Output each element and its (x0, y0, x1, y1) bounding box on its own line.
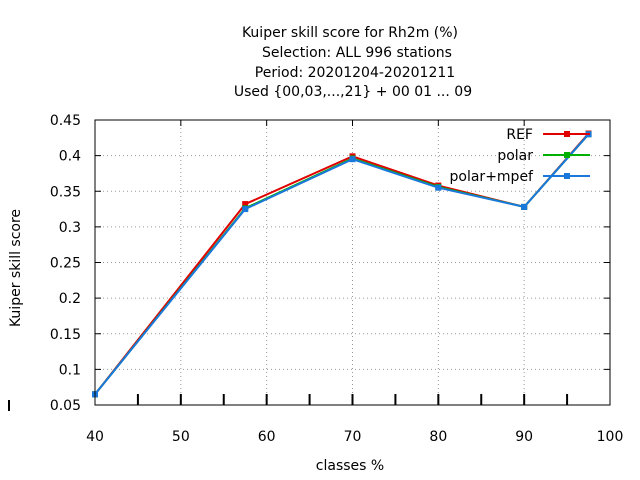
data-point-polar-mpef (242, 206, 249, 213)
chart-title: Kuiper skill score for Rh2m (%) Selectio… (234, 25, 472, 100)
data-point-polar-mpef (349, 156, 356, 163)
legend: REF polar polar+mpef (450, 127, 590, 185)
legend-marker-ref (564, 131, 570, 137)
data-point-polar-mpef (435, 184, 442, 191)
title-line-4: Used {00,03,...,21} + 00 01 ... 09 (234, 84, 472, 100)
series-line-polar-mpef (94, 133, 590, 395)
y-tick-label: 0.2 (59, 291, 81, 307)
title-line-2: Selection: ALL 996 stations (262, 45, 452, 61)
legend-label-polar: polar (497, 148, 533, 164)
x-tick-label: 80 (429, 429, 447, 445)
x-tick-label: 100 (597, 429, 624, 445)
x-tick-label: 90 (515, 429, 533, 445)
legend-label-ref: REF (506, 127, 533, 143)
y-tick-label: 0.4 (59, 149, 81, 165)
title-line-3: Period: 20201204-20201211 (255, 65, 455, 81)
x-tick-label: 70 (344, 429, 362, 445)
x-tick-label: 60 (258, 429, 276, 445)
legend-marker-polar-mpef (564, 173, 570, 179)
legend-label-polar-mpef: polar+mpef (450, 169, 535, 185)
plot-frame (94, 119, 611, 406)
x-tick-label: 40 (86, 429, 104, 445)
y-tick-label: 0.35 (50, 184, 81, 200)
x-axis-label: classes % (316, 458, 384, 474)
y-tick-label: 0.1 (59, 362, 81, 378)
y-tick-label: 0.3 (59, 220, 81, 236)
title-line-1: Kuiper skill score for Rh2m (%) (242, 25, 458, 41)
data-point-ref (242, 201, 249, 208)
data-point-polar-mpef (521, 203, 528, 210)
y-tick-label: 0.05 (50, 398, 81, 414)
y-tick-label: 0.25 (50, 256, 81, 272)
y-tick-label: 0.15 (50, 327, 81, 343)
x-tick-label: 50 (172, 429, 190, 445)
legend-marker-polar (564, 152, 570, 158)
y-axis-label: Kuiper skill score (8, 209, 24, 327)
y-tick-label: 0.45 (50, 113, 81, 129)
